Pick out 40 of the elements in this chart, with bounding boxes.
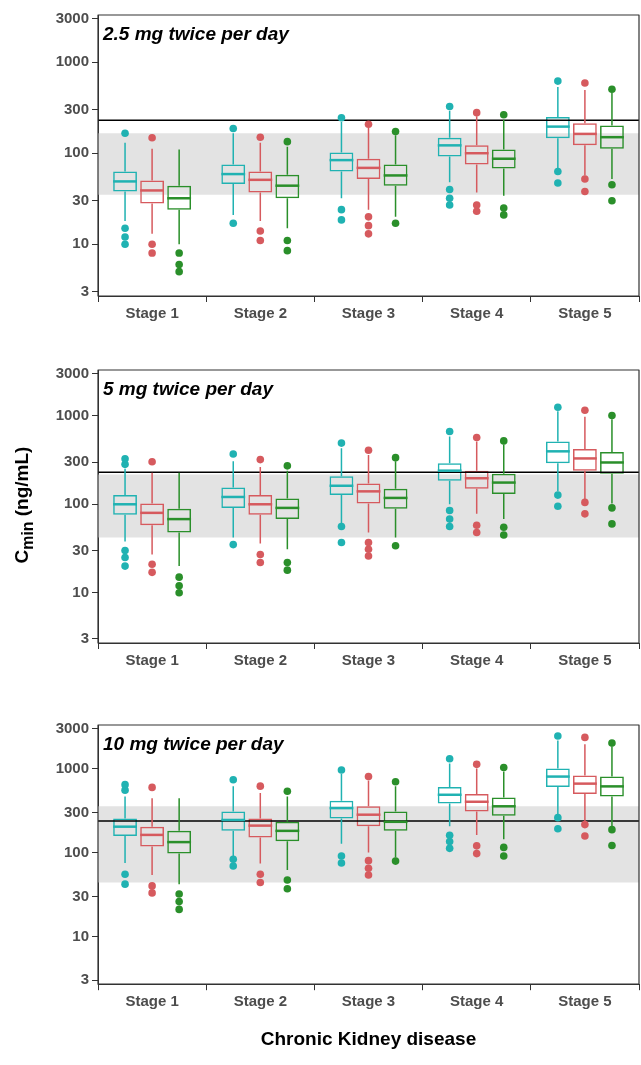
y-tick-label: 3000 xyxy=(55,8,89,26)
x-tick-label: Stage 3 xyxy=(341,304,396,322)
y-tick-label: 100 xyxy=(63,143,89,161)
y-tick-label: 3000 xyxy=(55,718,89,736)
y-tick-label: 3000 xyxy=(55,363,89,381)
x-tick-label: Stage 4 xyxy=(450,651,505,669)
y-tick-label: 30 xyxy=(72,540,89,558)
x-tick-label: Stage 1 xyxy=(125,304,179,322)
x-tick-label: Stage 5 xyxy=(558,992,612,1010)
x-tick-label: Stage 1 xyxy=(125,992,179,1010)
chart-title: 5 mg twice per day xyxy=(103,377,275,399)
x-tick-label: Stage 4 xyxy=(450,992,505,1010)
y-tick-label: 100 xyxy=(63,842,89,860)
x-tick-label: Stage 5 xyxy=(558,304,612,322)
y-tick-label: 300 xyxy=(63,99,89,117)
y-tick-label: 1000 xyxy=(55,758,89,776)
x-tick-label: Stage 4 xyxy=(450,304,505,322)
x-tick-label: Stage 2 xyxy=(233,651,287,669)
x-tick-label: Stage 5 xyxy=(558,651,612,669)
y-tick-label: 300 xyxy=(63,452,89,470)
x-tick-label: Stage 3 xyxy=(341,992,396,1010)
y-tick-label: 100 xyxy=(63,494,89,512)
y-tick-label: 1000 xyxy=(55,52,89,70)
y-tick-label: 3 xyxy=(80,281,89,299)
x-axis-title: Chronic Kidney disease xyxy=(260,1027,477,1049)
y-tick-label: 30 xyxy=(72,886,89,904)
y-tick-label: 10 xyxy=(72,926,89,944)
y-tick-label: 3 xyxy=(80,970,89,988)
chart-title: 10 mg twice per day xyxy=(103,732,286,754)
x-tick-label: Stage 1 xyxy=(125,651,179,669)
y-tick-label: 1000 xyxy=(55,405,89,423)
y-tick-label: 10 xyxy=(72,582,89,600)
y-tick-label: 300 xyxy=(63,802,89,820)
y-tick-label: 10 xyxy=(72,234,89,252)
chart-title: 2.5 mg twice per day xyxy=(102,22,291,44)
y-tick-label: 30 xyxy=(72,190,89,208)
x-tick-label: Stage 2 xyxy=(233,992,287,1010)
x-tick-label: Stage 3 xyxy=(341,651,396,669)
x-tick-label: Stage 2 xyxy=(233,304,287,322)
y-tick-label: 3 xyxy=(80,629,89,647)
